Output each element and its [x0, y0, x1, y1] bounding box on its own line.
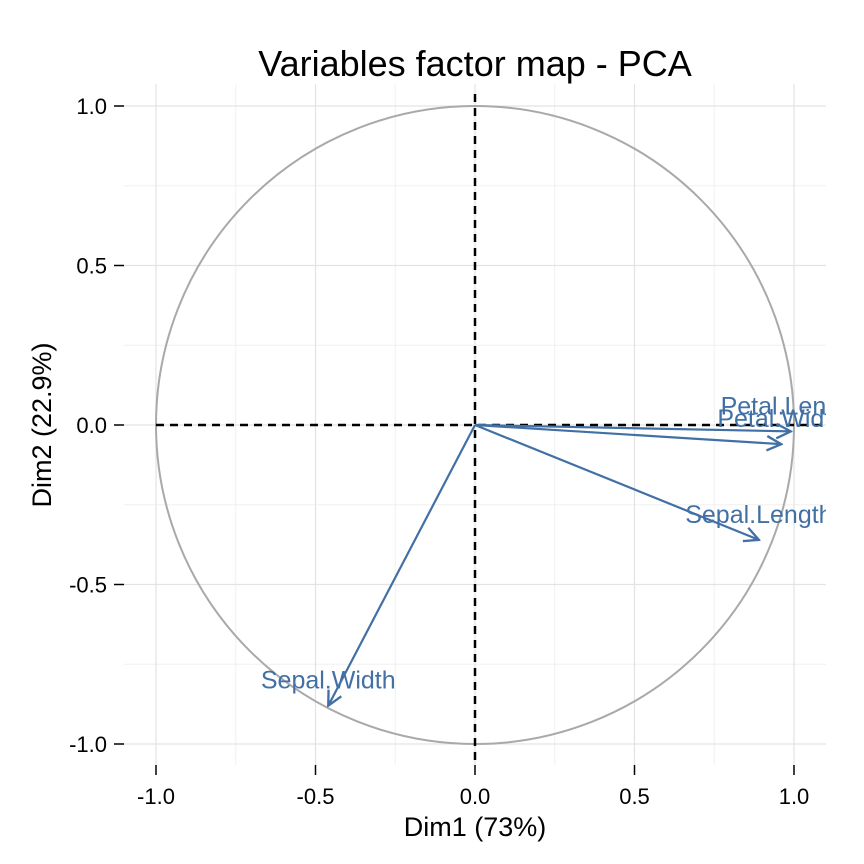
- label-petal-length: Petal.Length: [721, 392, 861, 420]
- y-tick-label: -0.5: [69, 573, 107, 598]
- chart-title: Variables factor map - PCA: [258, 43, 692, 84]
- x-tick-label: 0.5: [619, 784, 650, 809]
- y-axis-title: Dim2 (22.9%): [27, 342, 57, 507]
- arrow-petal-length: [474, 425, 791, 431]
- label-sepal-width: Sepal.Width: [261, 667, 396, 695]
- arrow-petal-width: [474, 423, 781, 444]
- x-tick-label: -1.0: [137, 784, 175, 809]
- axes-layer: -1.0 -0.5 0.0 0.5 1.0 -1.0 -0.5 0.0 0.5 1.0: [69, 94, 809, 809]
- x-tick-label: 0.0: [460, 784, 491, 809]
- y-tick-label: -1.0: [69, 732, 107, 757]
- labels-layer: Sepal.Length Sepal.Width Petal.LengthPetal…: [261, 392, 861, 695]
- label-sepal-length: Sepal.Length: [685, 501, 832, 529]
- arrow-sepal-length: [474, 423, 759, 540]
- label-petal-width: Petal.Width: [717, 405, 845, 433]
- x-tick-label: 1.0: [779, 784, 810, 809]
- y-tick-label: 0.0: [76, 413, 107, 438]
- arrows-layer: [328, 425, 791, 706]
- arrow-sepal-width: [328, 424, 476, 706]
- x-axis-title: Dim1 (73%): [404, 812, 547, 842]
- x-tick-label: -0.5: [297, 784, 335, 809]
- y-tick-label: 1.0: [76, 94, 107, 119]
- y-tick-label: 0.5: [76, 254, 107, 279]
